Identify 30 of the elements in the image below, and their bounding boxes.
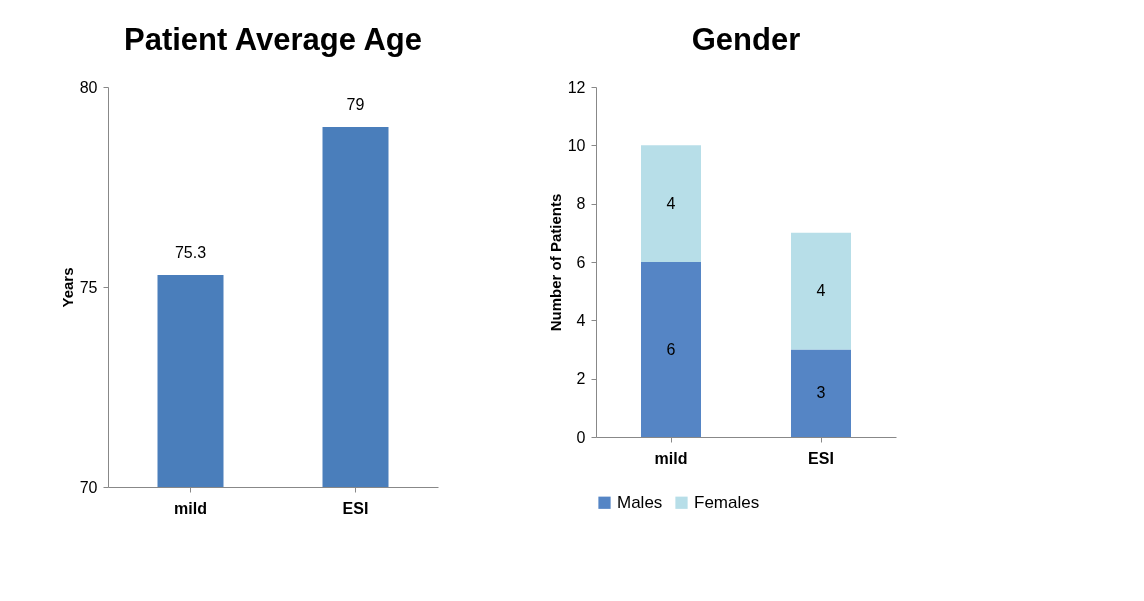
legend-label: Females — [694, 492, 760, 512]
x-tick-label: ESI — [808, 449, 834, 467]
bar — [641, 262, 701, 437]
y-tick-label: 6 — [576, 253, 586, 271]
y-tick-label: 80 — [79, 78, 98, 96]
chart-title: Gender — [691, 22, 801, 57]
data-label: 79 — [346, 96, 365, 113]
data-label: 6 — [666, 340, 676, 358]
y-tick-label: 4 — [576, 311, 586, 329]
data-label: 3 — [816, 384, 826, 402]
bar — [791, 232, 851, 350]
chart-title: Patient Average Age — [123, 22, 423, 57]
x-tick-label: mild — [174, 499, 207, 517]
legend-label: Males — [617, 492, 663, 512]
y-tick-label: 12 — [567, 78, 586, 96]
data-label: 4 — [816, 282, 826, 300]
y-tick-label: 0 — [576, 428, 586, 446]
y-axis-title: Years — [58, 267, 76, 308]
y-tick-label: 8 — [576, 195, 586, 213]
y-axis-title: Number of Patients — [546, 193, 564, 332]
data-label: 4 — [666, 194, 676, 212]
y-tick-label: 75 — [79, 278, 98, 296]
y-tick-label: 70 — [79, 478, 98, 496]
bar — [641, 145, 701, 262]
y-tick-label: 2 — [576, 370, 586, 388]
x-tick-label: ESI — [342, 499, 369, 517]
data-label: 75.3 — [174, 244, 207, 261]
x-tick-label: mild — [654, 449, 688, 467]
y-tick-label: 10 — [567, 136, 586, 154]
bar — [791, 349, 851, 437]
